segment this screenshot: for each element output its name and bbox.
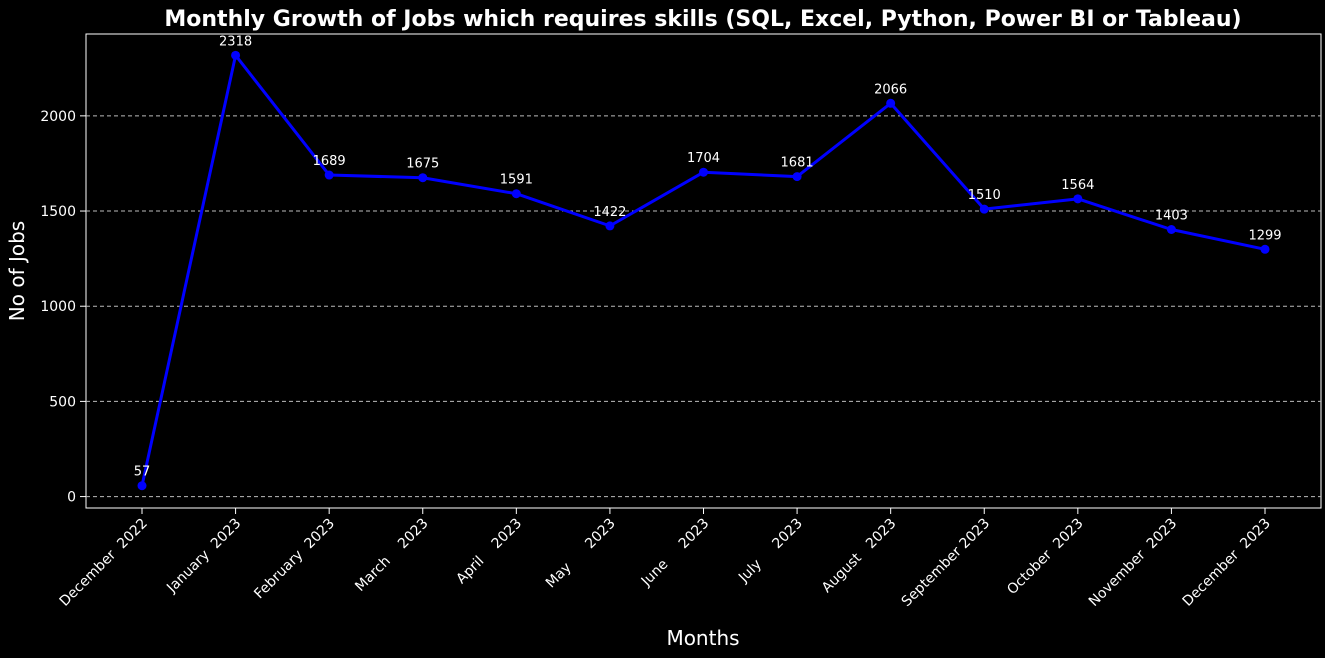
data-label-12: 1299 <box>1248 228 1281 243</box>
data-label-2: 1689 <box>313 154 346 169</box>
y-tick-label-1: 500 <box>49 394 76 410</box>
x-tick-label-4: April 2023 <box>453 516 525 588</box>
x-axis-title: Months <box>666 626 739 650</box>
data-point-11 <box>1166 225 1176 235</box>
data-labels: 57 2318 1689 1675 1591 1422 1704 1681 2066 1510 15… <box>134 34 1282 479</box>
data-label-5: 1422 <box>593 205 626 220</box>
plot-frame <box>85 33 1322 509</box>
x-tick-label-6: June 2023 <box>638 516 713 591</box>
data-points <box>137 50 1270 491</box>
y-axis-ticks: 0 500 1000 1500 2000 <box>40 109 86 506</box>
data-label-11: 1403 <box>1155 209 1188 224</box>
x-axis-ticks: December 2022 January 2023 February 2023 Ma… <box>57 508 1274 610</box>
data-label-1: 2318 <box>219 34 252 49</box>
y-tick-label-0: 0 <box>67 490 76 506</box>
data-point-5 <box>605 221 615 231</box>
data-point-4 <box>511 189 521 199</box>
data-point-10 <box>1073 194 1083 204</box>
data-point-3 <box>418 173 428 183</box>
data-label-9: 1510 <box>968 188 1001 203</box>
data-label-0: 57 <box>134 465 151 480</box>
data-label-4: 1591 <box>500 173 533 188</box>
data-point-12 <box>1260 244 1270 254</box>
y-tick-label-4: 2000 <box>40 109 76 125</box>
data-label-3: 1675 <box>406 157 439 172</box>
data-point-7 <box>792 172 802 182</box>
data-label-10: 1564 <box>1061 178 1094 193</box>
data-point-8 <box>886 98 896 108</box>
x-tick-label-12: December 2023 <box>1180 516 1274 610</box>
data-label-7: 1681 <box>781 156 814 171</box>
x-tick-label-2: February 2023 <box>251 516 338 603</box>
y-tick-label-2: 1000 <box>40 299 76 315</box>
x-tick-label-0: December 2022 <box>57 516 151 610</box>
x-tick-label-1: January 2023 <box>163 516 244 597</box>
x-tick-label-10: October 2023 <box>1004 516 1086 598</box>
y-axis-title: No of Jobs <box>5 221 29 321</box>
chart-title: Monthly Growth of Jobs which requires sk… <box>164 7 1241 32</box>
data-point-0 <box>137 481 147 491</box>
x-tick-label-7: July 2023 <box>735 516 806 587</box>
x-tick-label-8: August 2023 <box>819 516 900 597</box>
x-tick-label-11: November 2023 <box>1086 516 1180 610</box>
data-point-6 <box>699 167 708 177</box>
data-point-9 <box>979 204 989 214</box>
x-tick-label-5: May 2023 <box>543 516 619 592</box>
series-line <box>140 53 1266 487</box>
x-tick-label-9: September 2023 <box>899 516 993 610</box>
data-label-8: 2066 <box>874 82 907 97</box>
series-line-layer <box>140 53 1266 487</box>
data-point-2 <box>324 170 334 180</box>
x-tick-label-3: March 2023 <box>352 516 431 595</box>
y-tick-label-3: 1500 <box>40 204 76 220</box>
data-label-6: 1704 <box>687 151 720 166</box>
data-point-1 <box>231 50 241 60</box>
